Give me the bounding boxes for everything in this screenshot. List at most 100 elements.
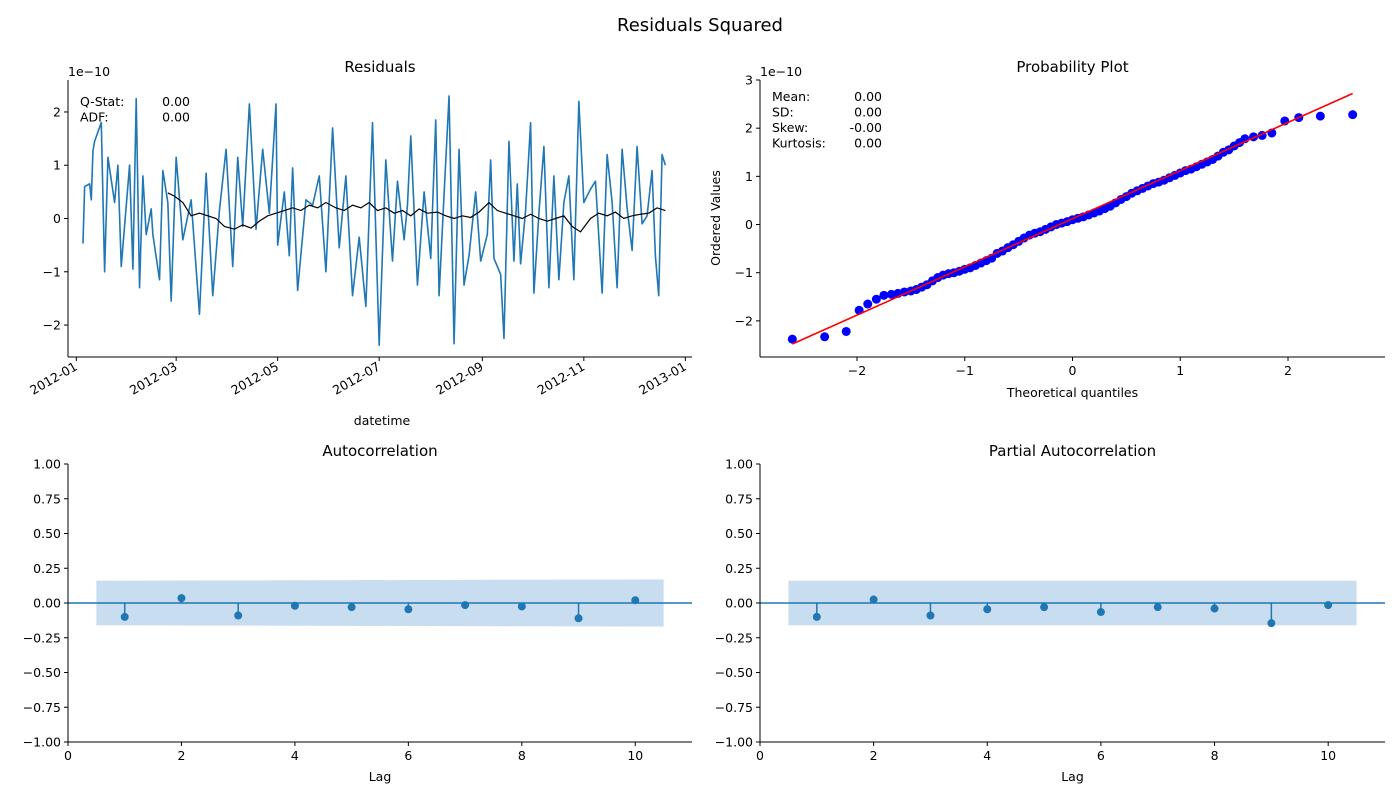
partial-autocorrelation-stem-marker	[1153, 603, 1162, 612]
partial-autocorrelation-xtick-label: 0	[756, 748, 764, 763]
autocorrelation-stem-marker	[461, 601, 470, 610]
autocorrelation-xtick-label: 0	[64, 748, 72, 763]
autocorrelation-panel: Autocorrelation −1.00 −0.75 −0.50 −0.25 0.00 0…	[23, 442, 692, 784]
autocorrelation-stem-marker	[517, 602, 526, 611]
qq-point	[1315, 111, 1325, 121]
autocorrelation-stem-marker	[177, 594, 186, 603]
qq-point	[863, 299, 873, 309]
probability-plot-xtick-label: 2	[1284, 363, 1292, 378]
probability-plot-xtick-label: 0	[1069, 363, 1077, 378]
probability-plot-ytick-label: 2	[745, 121, 753, 136]
probability-plot-stat-label: Skew:	[772, 120, 808, 135]
probability-plot-ytick-label: 0	[745, 217, 753, 232]
partial-autocorrelation-ytick-label: −0.50	[715, 665, 753, 680]
rolling-mean-line	[167, 192, 666, 233]
autocorrelation-ytick-label: 0.25	[33, 561, 61, 576]
autocorrelation-ytick-label: −0.25	[23, 630, 61, 645]
residuals-ytick-label: 2	[53, 104, 61, 119]
probability-plot-ytick-label: 3	[745, 73, 753, 88]
residuals-stat-value: 0.00	[162, 110, 190, 125]
residuals-ytick-label: 1	[53, 158, 61, 173]
probability-plot-stat-value: -0.00	[850, 120, 882, 135]
residuals-ytick-label: 0	[53, 211, 61, 226]
qq-point	[787, 334, 797, 344]
probability-plot-ytick-label: −1	[735, 265, 753, 280]
probability-plot-ylabel: Ordered Values	[708, 170, 723, 266]
qq-point	[879, 290, 889, 300]
residuals-scale-label: 1e−10	[68, 64, 110, 79]
partial-autocorrelation-ytick-label: 0.25	[725, 561, 753, 576]
partial-autocorrelation-stem-marker	[926, 611, 935, 620]
residuals-series-line	[82, 95, 667, 347]
residuals-title: Residuals	[344, 58, 415, 76]
probability-plot-ytick-label: 1	[745, 169, 753, 184]
qq-point	[1348, 110, 1358, 120]
partial-autocorrelation-ytick-label: 0.50	[725, 526, 753, 541]
probability-plot-stat-label: Kurtosis:	[772, 136, 826, 151]
partial-autocorrelation-xlabel: Lag	[1061, 769, 1084, 784]
partial-autocorrelation-title: Partial Autocorrelation	[989, 442, 1156, 460]
autocorrelation-xtick-label: 8	[518, 748, 526, 763]
partial-autocorrelation-stem-marker	[983, 605, 992, 614]
probability-plot-stat-value: 0.00	[854, 89, 882, 104]
partial-autocorrelation-xtick-label: 2	[870, 748, 878, 763]
autocorrelation-ytick-label: −0.50	[23, 665, 61, 680]
qq-point	[820, 332, 830, 342]
autocorrelation-xtick-label: 4	[291, 748, 299, 763]
partial-autocorrelation-ytick-label: 1.00	[725, 457, 753, 472]
autocorrelation-xtick-label: 6	[404, 748, 412, 763]
autocorrelation-ytick-label: 0.75	[33, 491, 61, 506]
partial-autocorrelation-ytick-label: −1.00	[715, 735, 753, 750]
probability-plot-xtick-label: 1	[1176, 363, 1184, 378]
autocorrelation-title: Autocorrelation	[322, 442, 437, 460]
probability-plot-stat-label: SD:	[772, 105, 794, 120]
probability-plot-scale-label: 1e−10	[760, 64, 802, 79]
autocorrelation-ytick-label: −1.00	[23, 735, 61, 750]
autocorrelation-ytick-label: 0.50	[33, 526, 61, 541]
residuals-xlabel: datetime	[354, 413, 411, 428]
residuals-stat-label: ADF:	[80, 110, 109, 125]
autocorrelation-stem-marker	[290, 601, 299, 610]
autocorrelation-stem-marker	[631, 596, 640, 605]
qq-fit-line	[792, 92, 1353, 345]
autocorrelation-xtick-label: 10	[627, 748, 643, 763]
autocorrelation-xtick-label: 2	[177, 748, 185, 763]
residuals-ytick-label: −1	[43, 264, 61, 279]
partial-autocorrelation-stem-marker	[812, 612, 821, 621]
qq-point	[841, 326, 851, 336]
residuals-ytick-label: −2	[43, 318, 61, 333]
probability-plot-panel: Probability Plot 1e−10 −2 −1 0 1 2 3 −2 −1 0 1 2 Theo…	[708, 58, 1385, 400]
probability-plot-stat-label: Mean:	[772, 89, 810, 104]
probability-plot-stat-value: 0.00	[854, 136, 882, 151]
partial-autocorrelation-stem-marker	[1267, 619, 1276, 628]
partial-autocorrelation-xtick-label: 6	[1097, 748, 1105, 763]
autocorrelation-ytick-label: 1.00	[33, 457, 61, 472]
autocorrelation-ytick-label: −0.75	[23, 700, 61, 715]
autocorrelation-stem-marker	[404, 605, 413, 614]
probability-plot-xlabel: Theoretical quantiles	[1006, 385, 1138, 400]
partial-autocorrelation-stem-marker	[1210, 604, 1219, 613]
probability-plot-ytick-label: −2	[735, 313, 753, 328]
autocorrelation-xlabel: Lag	[369, 769, 392, 784]
probability-plot-xtick-label: −2	[848, 363, 866, 378]
partial-autocorrelation-ytick-label: 0.00	[725, 596, 753, 611]
partial-autocorrelation-stem-marker	[1096, 608, 1105, 617]
partial-autocorrelation-ytick-label: 0.75	[725, 491, 753, 506]
autocorrelation-stem-marker	[347, 603, 356, 612]
probability-plot-title: Probability Plot	[1016, 58, 1128, 76]
residuals-stat-label: Q-Stat:	[80, 94, 124, 109]
autocorrelation-stem-marker	[574, 614, 583, 623]
autocorrelation-ytick-label: 0.00	[33, 596, 61, 611]
partial-autocorrelation-stem-marker	[1324, 601, 1333, 610]
partial-autocorrelation-xtick-label: 4	[983, 748, 991, 763]
probability-plot-stat-value: 0.00	[854, 105, 882, 120]
qq-point	[871, 294, 881, 304]
partial-autocorrelation-xtick-label: 10	[1320, 748, 1336, 763]
partial-autocorrelation-stem-marker	[1040, 603, 1049, 612]
residuals-stat-value: 0.00	[162, 94, 190, 109]
autocorrelation-stem-marker	[120, 612, 129, 621]
autocorrelation-stem-marker	[234, 611, 243, 620]
partial-autocorrelation-ytick-label: −0.25	[715, 630, 753, 645]
partial-autocorrelation-stem-marker	[869, 595, 878, 604]
